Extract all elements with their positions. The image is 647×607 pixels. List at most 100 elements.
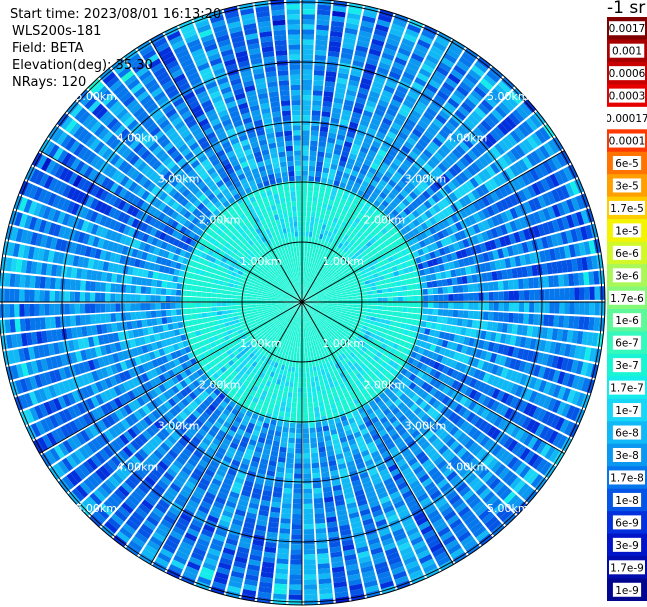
beta-gate: [535, 180, 546, 194]
beta-gate: [317, 395, 323, 402]
beta-gate: [322, 251, 327, 257]
beta-gate: [401, 312, 408, 318]
beta-gate: [293, 478, 302, 484]
beta-gate: [276, 466, 285, 473]
beta-gate: [435, 190, 445, 201]
beta-gate: [313, 289, 319, 294]
beta-gate: [460, 267, 467, 276]
beta-gate: [356, 155, 365, 164]
beta-gate: [292, 503, 302, 510]
beta-gate: [348, 279, 354, 284]
beta-gate: [302, 160, 309, 166]
beta-gate: [289, 564, 302, 570]
beta-gate: [473, 302, 479, 310]
beta-gate: [317, 558, 330, 565]
beta-gate: [335, 246, 341, 253]
beta-gate: [500, 211, 509, 223]
beta-gate: [519, 102, 533, 117]
beta-gate: [322, 198, 329, 205]
beta-gate: [309, 267, 313, 274]
beta-gate: [319, 187, 326, 194]
beta-gate: [321, 274, 326, 280]
beta-gate: [423, 177, 433, 187]
beta-gate: [482, 136, 494, 149]
beta-gate: [315, 421, 322, 428]
beta-gate: [401, 285, 408, 291]
beta-gate: [294, 458, 302, 464]
beta-gate: [466, 275, 473, 284]
beta-gate: [464, 118, 476, 130]
beta-gate: [402, 71, 415, 81]
beta-gate: [325, 188, 332, 195]
beta-gate: [315, 44, 328, 51]
beta-gate: [445, 226, 454, 236]
beta-gate: [382, 297, 388, 302]
beta-gate: [298, 382, 302, 388]
beta-gate: [359, 281, 366, 286]
beta-gate: [477, 210, 486, 221]
beta-gate: [307, 272, 310, 278]
beta-gate: [392, 225, 400, 234]
beta-gate: [312, 268, 317, 275]
beta-gate: [436, 230, 445, 240]
beta-gate: [533, 314, 540, 326]
beta-gate: [441, 125, 453, 136]
beta-gate: [383, 208, 391, 216]
beta-gate: [449, 192, 458, 202]
beta-gate: [302, 337, 305, 343]
beta-gate: [553, 275, 560, 287]
beta-gate: [302, 135, 310, 141]
beta-gate: [290, 371, 295, 378]
beta-gate: [317, 146, 326, 153]
beta-gate: [425, 274, 432, 282]
beta-gate: [563, 245, 572, 259]
beta-gate: [355, 97, 367, 105]
beta-gate: [396, 222, 404, 231]
beta-gate: [412, 289, 418, 296]
beta-gate: [386, 244, 394, 251]
beta-gate: [284, 477, 293, 484]
beta-gate: [310, 216, 315, 223]
beta-gate: [462, 310, 469, 319]
beta-gate: [424, 219, 433, 228]
beta-gate: [365, 200, 373, 208]
beta-gate: [379, 144, 390, 153]
beta-gate: [569, 287, 575, 301]
beta-gate: [465, 180, 475, 191]
beta-gate: [306, 299, 312, 302]
beta-gate: [366, 271, 373, 277]
beta-gate: [476, 123, 489, 136]
beta-gate: [532, 197, 542, 210]
beta-gate: [281, 503, 292, 509]
beta-gate: [443, 184, 453, 195]
beta-gate: [578, 316, 585, 330]
beta-gate: [436, 316, 443, 324]
beta-gate: [311, 252, 315, 259]
beta-gate: [412, 250, 420, 258]
beta-gate: [332, 10, 346, 18]
beta-gate: [305, 287, 309, 293]
beta-gate: [514, 144, 526, 158]
beta-gate: [274, 578, 288, 585]
beta-gate: [371, 309, 378, 314]
beta-gate: [309, 291, 314, 296]
beta-gate: [316, 19, 330, 26]
beta-gate: [389, 28, 404, 38]
beta-gate: [369, 90, 381, 99]
beta-gate: [371, 269, 378, 275]
beta-gate: [410, 164, 420, 174]
beta-gate: [483, 302, 489, 311]
beta-gate: [509, 164, 520, 177]
beta-gate: [394, 171, 403, 180]
beta-gate: [455, 250, 463, 260]
beta-gate: [542, 207, 552, 221]
beta-gate: [368, 122, 379, 131]
beta-gate: [310, 437, 317, 444]
beta-gate: [321, 471, 330, 478]
beta-gate: [373, 76, 386, 85]
beta-gate: [328, 173, 336, 180]
beta-gate: [325, 271, 331, 277]
beta-gate: [347, 7, 362, 16]
beta-gate: [274, 583, 288, 590]
beta-gate: [429, 141, 440, 151]
